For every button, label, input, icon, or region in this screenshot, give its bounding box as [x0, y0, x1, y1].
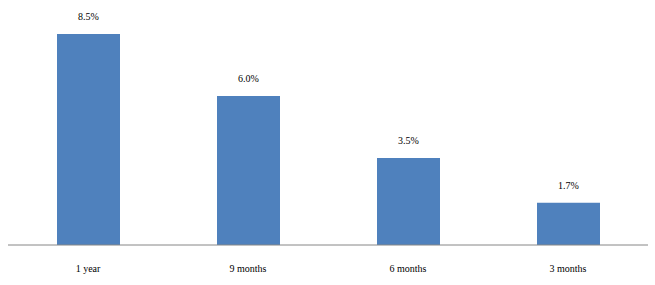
svg-text:3.5%: 3.5% [398, 135, 419, 146]
svg-text:3 months: 3 months [550, 263, 587, 274]
svg-text:1 year: 1 year [76, 263, 101, 274]
svg-text:6 months: 6 months [390, 263, 427, 274]
svg-text:1.7%: 1.7% [558, 180, 579, 191]
svg-text:8.5%: 8.5% [78, 11, 99, 22]
svg-text:6.0%: 6.0% [238, 73, 259, 84]
svg-text:9 months: 9 months [230, 263, 267, 274]
